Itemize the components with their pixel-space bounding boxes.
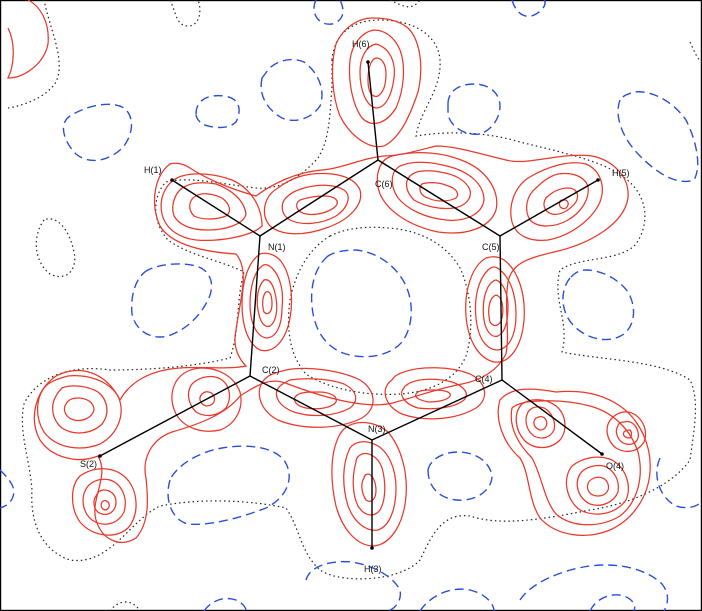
atom-label-o4: O(4)	[606, 461, 624, 471]
atom-dot-h5	[596, 178, 600, 182]
atom-label-h3: H(3)	[364, 564, 382, 574]
atom-label-c6: C(6)	[375, 179, 393, 189]
bond-c6-h6	[367, 61, 379, 161]
zero-contours	[7, 0, 702, 611]
atom-dot-s2	[98, 454, 102, 458]
bond-n1-h1	[171, 179, 261, 237]
atom-dot-h3	[370, 546, 374, 550]
atom-label-h6: H(6)	[352, 39, 370, 49]
atom-label-c2: C(2)	[262, 365, 280, 375]
bond-c5-h5	[499, 179, 599, 237]
bond-c5-c4	[499, 235, 503, 381]
bond-skeleton	[98, 60, 604, 550]
bond-n1-c2	[249, 235, 261, 377]
bond-c2-s2	[99, 375, 251, 457]
atom-label-n3: N(3)	[368, 424, 386, 434]
bond-c6-c5	[377, 159, 501, 237]
atom-dot-h6	[366, 60, 370, 64]
atom-label-h5: H(5)	[612, 168, 630, 178]
atom-labels: H(6) C(6) H(5) C(5) H(1) N(1) C(2) C(4) …	[80, 39, 630, 574]
atom-label-s2: S(2)	[80, 459, 97, 469]
bond-c2-n3	[249, 375, 373, 441]
atom-dot-o4	[600, 452, 604, 456]
atom-label-c4: C(4)	[475, 374, 493, 384]
bond-c4-o4	[501, 379, 603, 455]
bond-c4-n3	[371, 379, 503, 441]
positive-contours	[6, 0, 651, 547]
atom-label-h1: H(1)	[144, 165, 162, 175]
atom-label-c5: C(5)	[482, 242, 500, 252]
atom-dot-h1	[170, 178, 174, 182]
atom-label-n1: N(1)	[268, 242, 286, 252]
bond-c6-n1	[259, 159, 379, 237]
